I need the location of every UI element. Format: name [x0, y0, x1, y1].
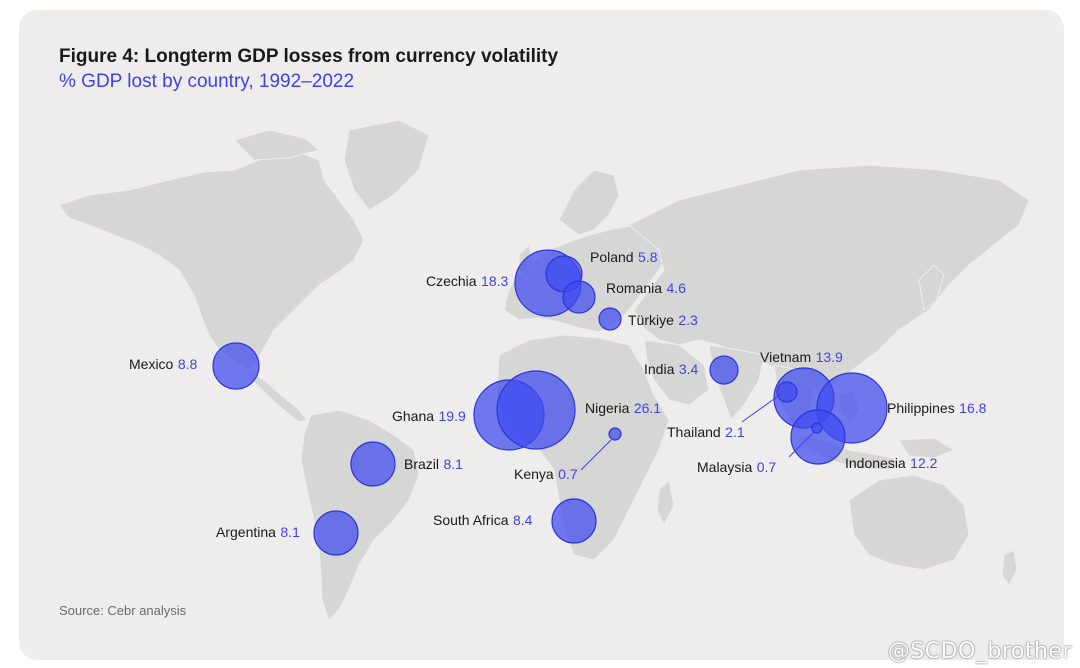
label-czechia: Czechia 18.3 [426, 273, 509, 290]
label-argentina: Argentina 8.1 [216, 524, 300, 541]
land-japan [918, 264, 945, 311]
label-ghana: Ghana 19.9 [392, 408, 466, 425]
land-arabia [643, 339, 710, 406]
land-new-guinea [898, 437, 956, 459]
bubble-kenya[interactable] [608, 427, 622, 441]
label-philippines: Philippines 16.8 [887, 400, 987, 417]
label-poland: Poland 5.8 [590, 249, 658, 266]
label-south-africa: South Africa 8.4 [433, 512, 533, 529]
label-kenya: Kenya 0.7 [514, 466, 578, 483]
land-asia [628, 164, 1030, 391]
bubble-south-africa[interactable] [551, 498, 597, 544]
bubble-india[interactable] [709, 355, 739, 385]
bubble-brazil[interactable] [350, 441, 396, 487]
bubble-romania[interactable] [562, 280, 596, 314]
watermark: @SCDO_brother [887, 639, 1072, 664]
land-australia [848, 474, 970, 571]
land-north-america [58, 149, 365, 371]
bubble-argentina[interactable] [313, 510, 359, 556]
bubble-turkiye[interactable] [598, 307, 622, 331]
label-indonesia: Indonesia 12.2 [845, 455, 938, 472]
leader-thailand [741, 393, 782, 423]
figure-subtitle: % GDP lost by country, 1992–2022 [59, 71, 355, 92]
label-india: India 3.4 [644, 361, 698, 378]
land-south-america [300, 409, 420, 621]
land-layer [58, 119, 1030, 621]
land-new-zealand [1001, 549, 1018, 586]
leader-malaysia [788, 431, 815, 458]
figure-title: Figure 4: Longterm GDP losses from curre… [59, 46, 559, 67]
source-note: Source: Cebr analysis [59, 603, 187, 618]
bubble-nigeria[interactable] [496, 370, 576, 450]
leader-kenya [580, 439, 612, 471]
land-arctic-islands [233, 129, 321, 161]
bubble-thailand[interactable] [776, 381, 798, 403]
land-greenland [343, 119, 430, 211]
label-vietnam: Vietnam 13.9 [760, 349, 843, 366]
leader-lines [580, 393, 815, 471]
label-malaysia: Malaysia 0.7 [697, 459, 776, 476]
world-map: Poland 5.8 Czechia 18.3 Romania 4.6 Türk… [58, 119, 1030, 621]
label-mexico: Mexico 8.8 [129, 356, 197, 373]
labels: Poland 5.8 Czechia 18.3 Romania 4.6 Türk… [129, 249, 987, 541]
bubble-mexico[interactable] [212, 342, 260, 390]
bubble-malaysia[interactable] [811, 422, 823, 434]
label-turkiye: Türkiye 2.3 [628, 312, 698, 329]
label-romania: Romania 4.6 [606, 280, 686, 297]
label-brazil: Brazil 8.1 [404, 456, 463, 473]
bubble-layer [212, 249, 888, 556]
figure-card: Poland 5.8 Czechia 18.3 Romania 4.6 Türk… [19, 10, 1064, 660]
land-scandinavia [558, 169, 620, 236]
land-central-america [245, 368, 308, 423]
label-nigeria: Nigeria 26.1 [585, 400, 661, 417]
bubble-indonesia[interactable] [790, 409, 846, 465]
land-madagascar [656, 478, 675, 527]
label-thailand: Thailand 2.1 [667, 424, 745, 441]
